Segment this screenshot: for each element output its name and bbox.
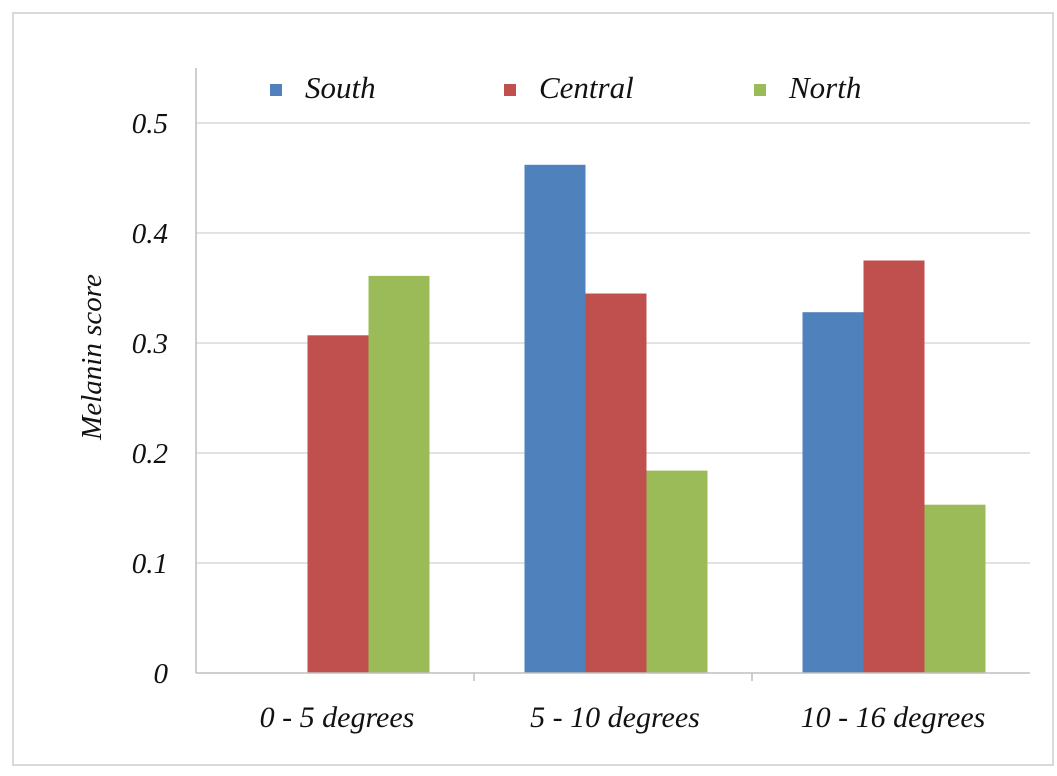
y-tick-label: 0 (154, 658, 169, 690)
bar-central (585, 293, 647, 673)
bar-south (524, 164, 586, 674)
legend-label-central: Central (539, 70, 634, 105)
bars (307, 164, 986, 674)
legend-swatch-central (504, 84, 516, 96)
y-tick-label: 0.3 (132, 328, 168, 360)
bar-north (646, 470, 708, 673)
legend-swatch-north (754, 84, 766, 96)
legend-label-north: North (788, 70, 861, 105)
y-tick-label: 0.2 (132, 438, 168, 470)
bar-north (368, 275, 430, 673)
bar-central (863, 260, 925, 673)
x-category-label: 0 - 5 degrees (260, 701, 415, 734)
legend: South Central North (270, 70, 861, 105)
y-tick-label: 0.5 (132, 108, 168, 140)
x-category-label: 5 - 10 degrees (530, 701, 700, 734)
y-tick-label: 0.1 (132, 548, 168, 580)
bar-central (307, 335, 369, 673)
legend-label-south: South (305, 70, 376, 105)
legend-swatch-south (270, 84, 282, 96)
bar-south (802, 312, 864, 673)
bar-north (924, 504, 986, 673)
y-tick-label: 0.4 (132, 218, 168, 250)
axes: 0 0.1 0.2 0.3 0.4 0.5 0 - 5 degrees 5 - 10 degr… (132, 68, 1030, 734)
x-category-label: 10 - 16 degrees (801, 701, 986, 734)
y-axis-title: Melanin score (76, 274, 108, 441)
